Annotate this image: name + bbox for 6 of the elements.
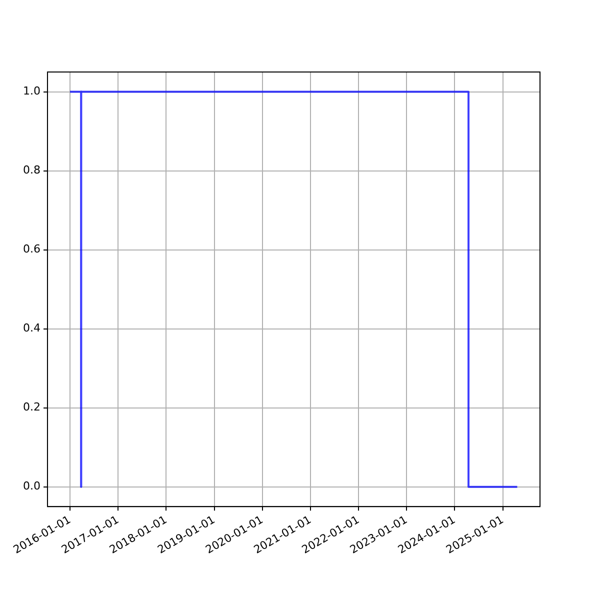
y-tick-label: 0.8 [22,164,40,177]
y-tick-label: 0.4 [22,322,40,335]
y-tick-label: 0.6 [22,242,40,256]
y-tick-label: 1.0 [22,84,40,98]
y-tick-label: 0.2 [22,400,40,414]
y-tick-label: 0.0 [22,480,40,493]
